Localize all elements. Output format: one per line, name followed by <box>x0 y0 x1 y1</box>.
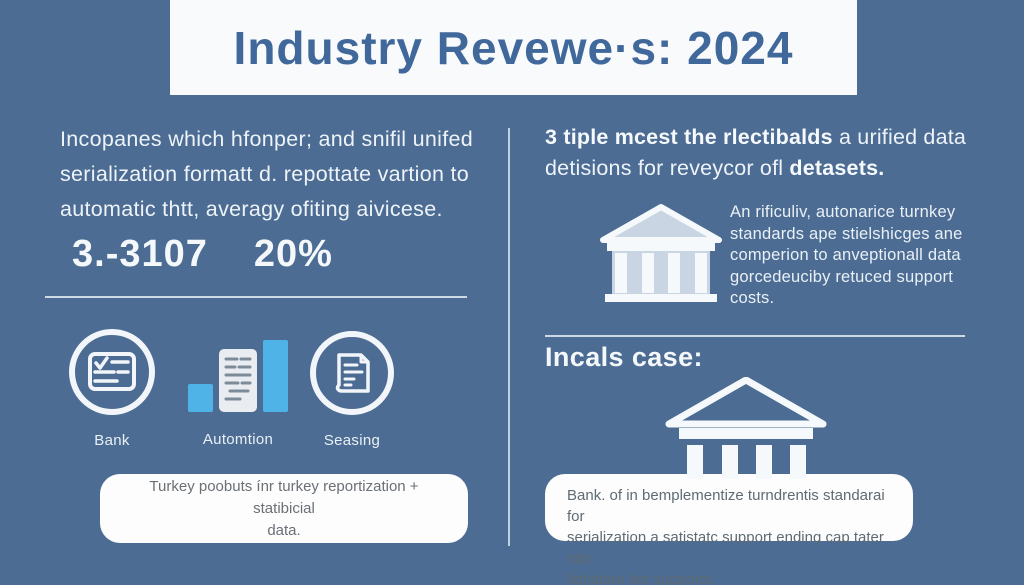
checklist-circle-icon <box>67 327 157 422</box>
intro-line: automatic thtt, averagy ofiting aivicese… <box>60 197 443 221</box>
right-heading-regular: detisions for reveycor ofl <box>545 156 790 180</box>
right-note-box: Bank. of in bemplementize turndrentis st… <box>545 474 913 585</box>
right-heading-line: 3 tiple mcest the rlectibalds a urified … <box>545 122 981 153</box>
bar-chart-icon <box>182 338 294 419</box>
right-heading-regular: a urified data <box>832 125 967 149</box>
feature-label-automation: Automtion <box>202 431 274 448</box>
left-note-box: Turkey poobuts ínr turkey reportization … <box>100 474 468 543</box>
document-circle-icon <box>308 329 396 422</box>
feature-label-bank: Bank <box>94 432 130 449</box>
case-heading: Incals case: <box>545 342 703 372</box>
note-line: data. <box>267 521 301 539</box>
right-heading-line: detisions for reveycor ofl detasets. <box>545 153 981 184</box>
feature-bank: Bank <box>62 327 162 449</box>
stat-value-primary: 3.-3107 <box>72 233 208 275</box>
feature-label-seasing: Seasing <box>323 432 381 449</box>
case-note-line: serialization a satistatc support ending… <box>567 529 884 567</box>
note-line: Turkey poobuts ínr turkey reportization … <box>149 477 419 517</box>
bank-paragraph-line: An rificuliv, autonarice turnkey <box>730 203 956 221</box>
bank-paragraph: An rificuliv, autonarice turnkey standar… <box>730 202 984 310</box>
feature-seasing: Seasing <box>304 329 400 449</box>
stats-row: 3.-3107 20% <box>72 233 333 276</box>
case-note-line: fighidare bet supports. <box>567 571 716 585</box>
bank-paragraph-line: costs. <box>730 289 775 307</box>
bank-building-icon <box>598 203 724 307</box>
left-intro-paragraph: Incopanes which hfonper; and snifil unif… <box>60 122 496 227</box>
bank-paragraph-line: gorcedeuciby retuced support <box>730 267 953 286</box>
right-heading-bold: detasets. <box>789 156 885 180</box>
intro-line: Incopanes which hfonper; and snifil unif… <box>60 127 474 151</box>
intro-line: serialization formatt d. repottate varti… <box>60 162 470 186</box>
bank-outline-icon <box>664 376 828 484</box>
feature-automation: Automtion <box>180 338 296 448</box>
case-note-line: Bank. of in bemplementize turndrentis st… <box>567 487 885 525</box>
bank-paragraph-line: comperion to anveptionall data <box>730 246 961 264</box>
right-divider-line <box>545 335 965 337</box>
page-title: Industry Revewe·s: 2024 <box>233 21 794 74</box>
stat-value-percent: 20% <box>253 233 333 275</box>
bank-paragraph-line: standards ape stielshicges ane <box>730 224 963 243</box>
right-heading-bold: 3 tiple mcest the rlectibalds <box>545 125 833 149</box>
column-divider-line <box>508 128 510 546</box>
right-heading: 3 tiple mcest the rlectibalds a urified … <box>545 122 981 184</box>
title-banner: Industry Revewe·s: 2024 <box>170 0 857 95</box>
left-divider-line <box>45 296 467 298</box>
